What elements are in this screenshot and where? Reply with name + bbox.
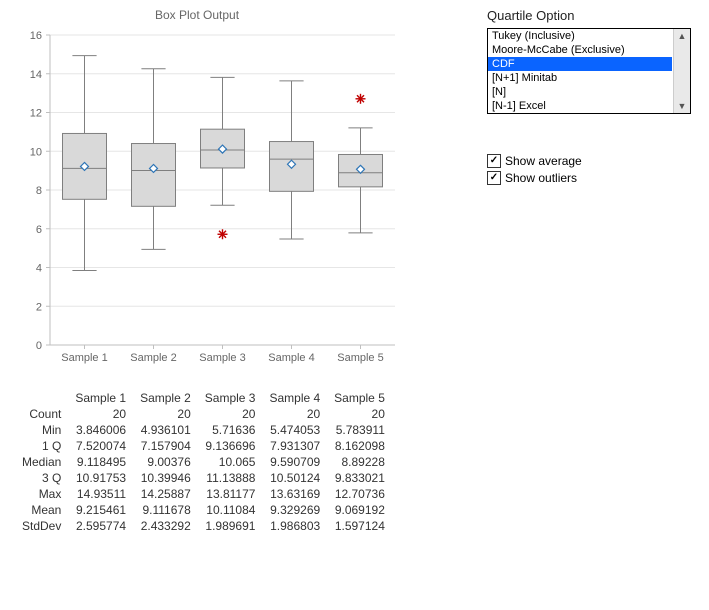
quartile-option-listbox[interactable]: Tukey (Inclusive)Moore-McCabe (Exclusive…	[487, 28, 691, 114]
table-col-header: Sample 1	[68, 390, 133, 406]
table-col-header: Sample 3	[198, 390, 263, 406]
scroll-up-icon[interactable]: ▲	[674, 29, 690, 43]
quartile-option-item[interactable]: [N+1] Minitab	[488, 71, 672, 85]
svg-text:Sample 3: Sample 3	[199, 352, 245, 364]
table-cell: 10.11084	[198, 502, 263, 518]
table-cell: 7.520074	[68, 438, 133, 454]
show-outliers-label: Show outliers	[505, 171, 577, 185]
quartile-option-list: Tukey (Inclusive)Moore-McCabe (Exclusive…	[488, 29, 672, 113]
table-cell: 1.989691	[198, 518, 263, 534]
scroll-down-icon[interactable]: ▼	[674, 99, 690, 113]
table-row: StdDev2.5957742.4332921.9896911.9868031.…	[15, 518, 392, 534]
table-cell: 9.590709	[262, 454, 327, 470]
quartile-option-item[interactable]: Tukey (Inclusive)	[488, 29, 672, 43]
quartile-option-item[interactable]: CDF	[488, 57, 672, 71]
table-cell: 5.474053	[262, 422, 327, 438]
svg-text:Sample 4: Sample 4	[268, 352, 314, 364]
svg-text:Sample 1: Sample 1	[61, 352, 107, 364]
table-cell: 9.111678	[133, 502, 198, 518]
chart-title: Box Plot Output	[155, 8, 239, 22]
row-label: Median	[15, 454, 68, 470]
table-cell: 8.162098	[327, 438, 392, 454]
table-cell: 7.931307	[262, 438, 327, 454]
row-label: 3 Q	[15, 470, 68, 486]
quartile-option-item[interactable]: [N-1] Excel	[488, 99, 672, 113]
show-outliers-checkbox[interactable]: ✓ Show outliers	[487, 169, 582, 186]
table-cell: 2.433292	[133, 518, 198, 534]
svg-text:14: 14	[30, 69, 42, 81]
row-label: Min	[15, 422, 68, 438]
table-row: Count2020202020	[15, 406, 392, 422]
quartile-option-label: Quartile Option	[487, 8, 574, 23]
table-header-row: Sample 1Sample 2Sample 3Sample 4Sample 5	[15, 390, 392, 406]
svg-text:4: 4	[36, 263, 42, 275]
svg-text:0: 0	[36, 340, 42, 352]
table-cell: 4.936101	[133, 422, 198, 438]
table-cell: 20	[133, 406, 198, 422]
table-cell: 13.63169	[262, 486, 327, 502]
table-cell: 20	[262, 406, 327, 422]
table-row: 1 Q7.5200747.1579049.1366967.9313078.162…	[15, 438, 392, 454]
show-average-checkbox[interactable]: ✓ Show average	[487, 152, 582, 169]
table-cell: 14.93511	[68, 486, 133, 502]
table-cell: 8.89228	[327, 454, 392, 470]
show-average-label: Show average	[505, 154, 582, 168]
svg-text:12: 12	[30, 108, 42, 120]
quartile-option-item[interactable]: Moore-McCabe (Exclusive)	[488, 43, 672, 57]
table-cell: 1.986803	[262, 518, 327, 534]
table-row: Min3.8460064.9361015.716365.4740535.7839…	[15, 422, 392, 438]
table-row: Mean9.2154619.11167810.110849.3292699.06…	[15, 502, 392, 518]
table-cell: 20	[327, 406, 392, 422]
table-cell: 5.71636	[198, 422, 263, 438]
quartile-option-item[interactable]: [N]	[488, 85, 672, 99]
table-row: Median9.1184959.0037610.0659.5907098.892…	[15, 454, 392, 470]
table-cell: 3.846006	[68, 422, 133, 438]
table-cell: 9.00376	[133, 454, 198, 470]
table-cell: 7.157904	[133, 438, 198, 454]
checkbox-icon: ✓	[487, 171, 501, 185]
table-row: 3 Q10.9175310.3994611.1388810.501249.833…	[15, 470, 392, 486]
table-cell: 9.215461	[68, 502, 133, 518]
svg-text:Sample 5: Sample 5	[337, 352, 383, 364]
checkbox-icon: ✓	[487, 154, 501, 168]
table-cell: 1.597124	[327, 518, 392, 534]
table-cell: 10.065	[198, 454, 263, 470]
svg-text:Sample 2: Sample 2	[130, 352, 176, 364]
table-cell: 20	[198, 406, 263, 422]
table-cell: 9.833021	[327, 470, 392, 486]
table-col-header: Sample 2	[133, 390, 198, 406]
row-label: Max	[15, 486, 68, 502]
table-cell: 9.118495	[68, 454, 133, 470]
svg-text:8: 8	[36, 185, 42, 197]
table-cell: 12.70736	[327, 486, 392, 502]
table-cell: 9.329269	[262, 502, 327, 518]
table-cell: 9.069192	[327, 502, 392, 518]
table-col-header	[15, 390, 68, 406]
scrollbar[interactable]: ▲ ▼	[673, 29, 690, 113]
row-label: StdDev	[15, 518, 68, 534]
svg-text:2: 2	[36, 301, 42, 313]
stats-table: Sample 1Sample 2Sample 3Sample 4Sample 5…	[15, 390, 392, 534]
table-cell: 2.595774	[68, 518, 133, 534]
svg-text:16: 16	[30, 30, 42, 42]
table-row: Max14.9351114.2588713.8117713.6316912.70…	[15, 486, 392, 502]
table-cell: 20	[68, 406, 133, 422]
boxplot-chart: 0 2 4 6 8 10 12 14 16 Sample 1 Sample 2 Sample 3 Sam…	[15, 30, 405, 370]
table-col-header: Sample 5	[327, 390, 392, 406]
table-cell: 10.50124	[262, 470, 327, 486]
table-cell: 5.783911	[327, 422, 392, 438]
table-cell: 10.91753	[68, 470, 133, 486]
row-label: Mean	[15, 502, 68, 518]
row-label: Count	[15, 406, 68, 422]
table-cell: 11.13888	[198, 470, 263, 486]
svg-text:10: 10	[30, 146, 42, 158]
table-col-header: Sample 4	[262, 390, 327, 406]
svg-text:6: 6	[36, 224, 42, 236]
table-cell: 14.25887	[133, 486, 198, 502]
row-label: 1 Q	[15, 438, 68, 454]
table-cell: 10.39946	[133, 470, 198, 486]
table-cell: 9.136696	[198, 438, 263, 454]
table-cell: 13.81177	[198, 486, 263, 502]
